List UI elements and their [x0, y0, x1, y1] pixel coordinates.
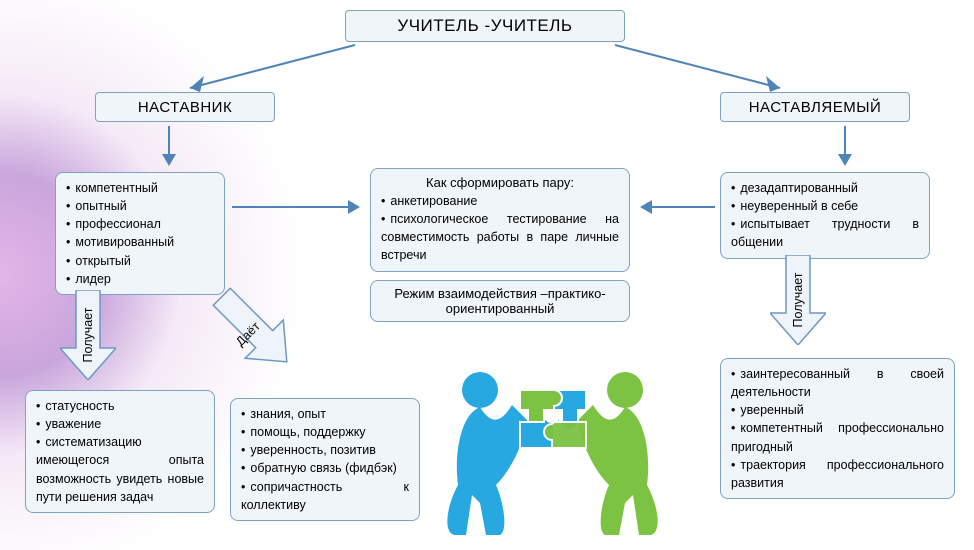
arrow-mentor-to-pairing: [232, 200, 362, 214]
puzzle-people-icon: [420, 335, 680, 545]
list-item: лидер: [66, 270, 214, 288]
list-item: открытый: [66, 252, 214, 270]
arrow-title-to-mentor: [170, 40, 360, 100]
list-item: знания, опыт: [241, 405, 409, 423]
fat-arrow-mentor-gives: Даёт: [210, 285, 300, 375]
pairing-box: Как сформировать пару: анкетированиепсих…: [370, 168, 630, 272]
list-item: компетентный: [66, 179, 214, 197]
mentee-qualities-list: дезадаптированныйнеуверенный в себеиспыт…: [731, 179, 919, 252]
list-item: статусность: [36, 397, 204, 415]
mode-box: Режим взаимодействия –практико-ориентиро…: [370, 280, 630, 322]
list-item: уважение: [36, 415, 204, 433]
list-item: анкетирование: [381, 192, 619, 210]
pairing-title: Как сформировать пару:: [381, 175, 619, 190]
mentor-receives-list: статусностьуважениесистематизацию имеюще…: [36, 397, 204, 506]
list-item: систематизацию имеющегося опыта возможно…: [36, 433, 204, 506]
arrow-mentor-down: [162, 126, 176, 166]
mode-label: Режим взаимодействия –практико-ориентиро…: [381, 286, 619, 316]
fat-arrow-mentee-receives: Получает: [770, 255, 826, 345]
list-item: неуверенный в себе: [731, 197, 919, 215]
mentor-receives-box: статусностьуважениесистематизацию имеюще…: [25, 390, 215, 513]
mentor-qualities-box: компетентныйопытныйпрофессионалмотивиров…: [55, 172, 225, 295]
list-item: сопричастность к коллективу: [241, 478, 409, 514]
list-item: психологическое тестирование на совмести…: [381, 210, 619, 264]
title-box: УЧИТЕЛЬ -УЧИТЕЛЬ: [345, 10, 625, 42]
list-item: опытный: [66, 197, 214, 215]
list-item: заинтересованный в своей деятельности: [731, 365, 944, 401]
mentor-label: НАСТАВНИК: [138, 99, 232, 116]
fat-arrow-mentor-receives: Получает: [60, 290, 116, 380]
list-item: помощь, поддержку: [241, 423, 409, 441]
title-label: УЧИТЕЛЬ -УЧИТЕЛЬ: [397, 16, 572, 36]
list-item: уверенность, позитив: [241, 441, 409, 459]
mentor-gives-box: знания, опытпомощь, поддержкууверенность…: [230, 398, 420, 521]
list-item: мотивированный: [66, 233, 214, 251]
list-item: компетентный профессионально пригодный: [731, 419, 944, 455]
mentee-receives-box: заинтересованный в своей деятельностиуве…: [720, 358, 955, 499]
arrow-mentee-to-pairing: [640, 200, 715, 214]
arrow-title-to-mentee: [610, 40, 800, 100]
mentor-label-box: НАСТАВНИК: [95, 92, 275, 122]
mentee-receives-list: заинтересованный в своей деятельностиуве…: [731, 365, 944, 492]
mentee-label-box: НАСТАВЛЯЕМЫЙ: [720, 92, 910, 122]
arrow-mentee-down: [838, 126, 852, 166]
list-item: обратную связь (фидбэк): [241, 459, 409, 477]
mentee-qualities-box: дезадаптированныйнеуверенный в себеиспыт…: [720, 172, 930, 259]
list-item: траектория профессионального развития: [731, 456, 944, 492]
pairing-list: анкетированиепсихологическое тестировани…: [381, 192, 619, 265]
mentor-qualities-list: компетентныйопытныйпрофессионалмотивиров…: [66, 179, 214, 288]
mentor-receives-label: Получает: [81, 308, 95, 363]
list-item: уверенный: [731, 401, 944, 419]
mentor-gives-list: знания, опытпомощь, поддержкууверенность…: [241, 405, 409, 514]
list-item: испытывает трудности в общении: [731, 215, 919, 251]
mentee-label: НАСТАВЛЯЕМЫЙ: [749, 99, 882, 116]
list-item: профессионал: [66, 215, 214, 233]
list-item: дезадаптированный: [731, 179, 919, 197]
mentee-receives-label: Получает: [791, 273, 805, 328]
